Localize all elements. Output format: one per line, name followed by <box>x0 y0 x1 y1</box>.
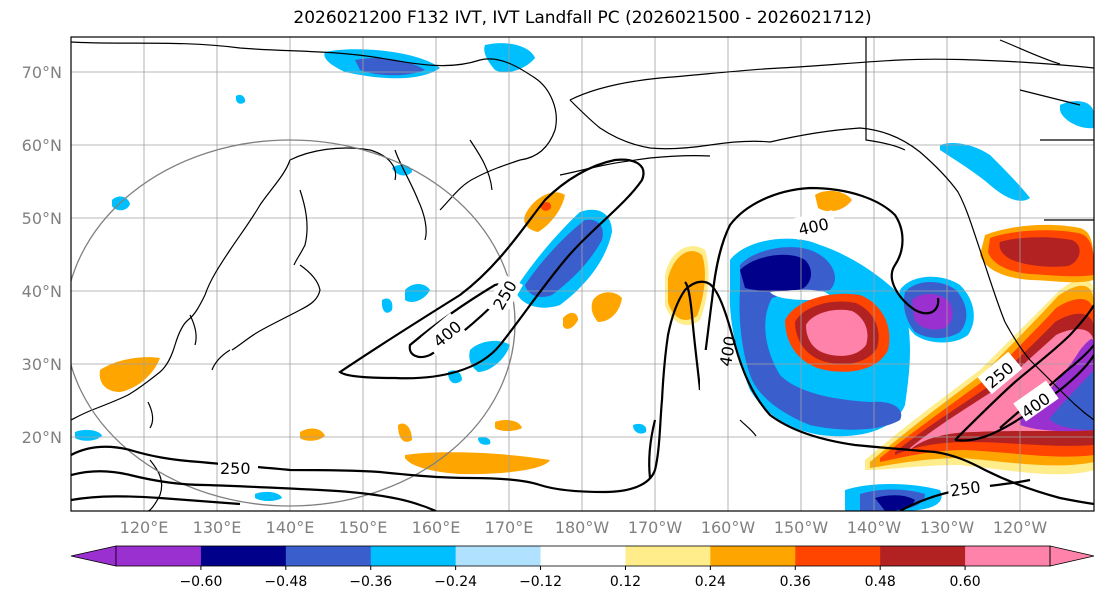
lon-label: 160°W <box>701 518 756 537</box>
colorbar-tick-label: 0.12 <box>610 574 641 590</box>
lat-label: 60°N <box>22 136 62 155</box>
pc-shading <box>75 43 1094 511</box>
lon-label: 170°E <box>485 518 534 537</box>
colorbar-segment <box>710 546 796 566</box>
lat-label: 50°N <box>22 209 62 228</box>
range-ring <box>71 139 516 507</box>
colorbar-segment <box>965 546 1051 566</box>
lon-label: 120°E <box>120 518 169 537</box>
lon-label: 170°W <box>628 518 683 537</box>
colorbar-segment <box>795 546 881 566</box>
colorbar-segment <box>285 546 372 566</box>
lat-label: 20°N <box>22 428 62 447</box>
lat-label: 30°N <box>22 355 62 374</box>
colorbar-tick-label: 0.24 <box>695 574 726 590</box>
colorbar-tick-label: −0.60 <box>179 574 222 590</box>
colorbar-tick-label: 0.48 <box>865 574 896 590</box>
contour-labels: 250 400 400 400 250 250 250 400 <box>218 210 1059 501</box>
colorbar-segment <box>625 546 711 566</box>
colorbar-tick-label: −0.36 <box>349 574 392 590</box>
lon-label: 150°E <box>339 518 388 537</box>
colorbar-segment <box>540 546 626 566</box>
colorbar-segment <box>116 546 202 566</box>
lat-label: 70°N <box>22 63 62 82</box>
lon-label: 140°W <box>847 518 902 537</box>
colorbar-tick-label: 0.36 <box>780 574 811 590</box>
colorbar-segment <box>370 546 457 566</box>
lon-label: 180°W <box>555 518 610 537</box>
lon-label: 150°W <box>774 518 829 537</box>
colorbar: −0.60 −0.48 −0.36 −0.24 −0.12 0.12 0.24 0.36 0.4… <box>70 545 1095 590</box>
lon-label: 130°E <box>193 518 242 537</box>
contour-label: 250 <box>949 477 982 500</box>
contour-label: 250 <box>220 459 251 478</box>
lat-label: 40°N <box>22 282 62 301</box>
colorbar-segment <box>200 546 287 566</box>
lon-label: 120°W <box>993 518 1048 537</box>
colorbar-over-extension <box>1049 545 1095 567</box>
map-title: 2026021200 F132 IVT, IVT Landfall PC (20… <box>293 8 872 28</box>
lon-label: 140°E <box>266 518 315 537</box>
colorbar-tick-label: 0.60 <box>950 574 981 590</box>
colorbar-segment <box>455 546 542 566</box>
latitude-labels: 70°N 60°N 50°N 40°N 30°N 20°N <box>22 63 62 447</box>
colorbar-frame <box>115 545 1051 567</box>
colorbar-tick-label: −0.12 <box>519 574 562 590</box>
coastlines <box>71 37 1094 511</box>
longitude-labels: 120°E 130°E 140°E 150°E 160°E 170°E 180°… <box>120 518 1048 537</box>
colorbar-tick-label: −0.48 <box>264 574 307 590</box>
lon-label: 160°E <box>412 518 461 537</box>
lon-label: 130°W <box>920 518 975 537</box>
graticule <box>71 37 1094 511</box>
colorbar-tick-label: −0.24 <box>434 574 477 590</box>
colorbar-segment <box>880 546 966 566</box>
colorbar-under-extension <box>70 545 117 567</box>
